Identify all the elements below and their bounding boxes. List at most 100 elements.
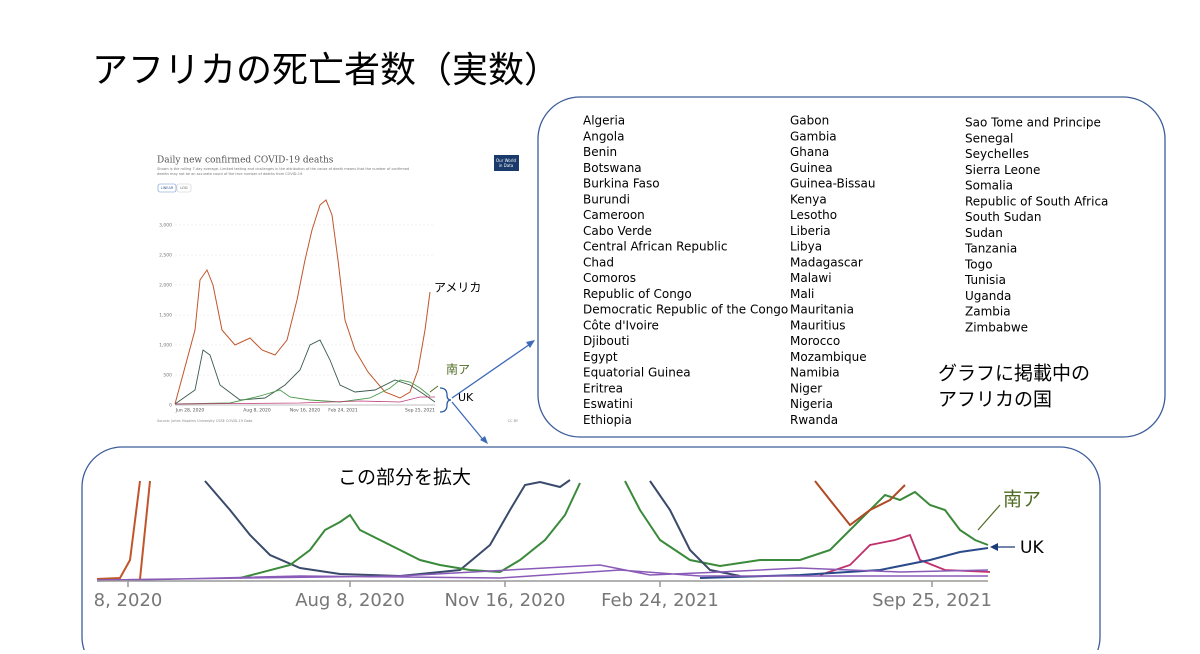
y-tick-label: 2,500	[159, 253, 172, 259]
country-name: Democratic Republic of the Congo	[583, 303, 788, 317]
chart-subtitle: deaths may not be an accurate count of t…	[157, 172, 303, 176]
country-name: Benin	[583, 145, 617, 159]
y-tick-label: 0	[169, 403, 172, 409]
zoom-box	[81, 446, 1101, 654]
country-name: Mauritania	[790, 303, 854, 317]
country-name: Cabo Verde	[583, 224, 652, 238]
x-tick-label: Sep 25, 2021	[405, 408, 435, 414]
country-name: Zimbabwe	[965, 320, 1028, 334]
x-tick-label: Jun 28, 2020	[175, 408, 205, 414]
country-name: Lesotho	[790, 208, 837, 222]
country-name: Madagascar	[790, 255, 863, 269]
x-tick-label: Feb 24, 2021	[601, 590, 719, 611]
x-tick-label: Aug 8, 2020	[295, 590, 405, 611]
country-name: Malawi	[790, 271, 832, 285]
country-name: Mali	[790, 287, 814, 301]
country-name: Togo	[964, 257, 993, 271]
country-name: Guinea-Bissau	[790, 177, 876, 191]
country-name: South Sudan	[965, 210, 1042, 224]
x-tick-label: Nov 16, 2020	[290, 408, 320, 414]
country-name: Tunisia	[964, 273, 1006, 287]
arrowhead	[990, 543, 998, 551]
country-name: Seychelles	[965, 147, 1029, 161]
country-name: Zambia	[965, 305, 1011, 319]
chart-source: Source: Johns Hopkins University CSSE CO…	[157, 419, 252, 423]
country-name: Comoros	[583, 271, 636, 285]
logo-text: Our World	[496, 158, 517, 163]
country-name: Eswatini	[583, 397, 633, 411]
line	[819, 533, 991, 576]
country-name: Morocco	[790, 334, 840, 348]
caption: グラフに掲載中の	[938, 363, 1090, 385]
button[interactable]	[157, 183, 177, 193]
caption: アフリカの国	[938, 389, 1052, 411]
country-name: Namibia	[790, 366, 840, 380]
x-tick-label: Nov 16, 2020	[444, 590, 565, 611]
country-name: Gabon	[790, 114, 829, 128]
country-name: Senegal	[965, 131, 1013, 145]
connector	[451, 341, 534, 443]
country-box	[537, 96, 1166, 438]
line	[174, 396, 435, 405]
country-name: Egypt	[583, 350, 618, 364]
annotation: アメリカ	[434, 281, 481, 295]
line	[239, 482, 581, 579]
line	[624, 480, 989, 568]
chart-title: Daily new confirmed COVID-19 deaths	[157, 156, 334, 166]
chart-frame	[150, 150, 525, 430]
country-name: Sudan	[965, 226, 1003, 240]
logo	[494, 155, 519, 171]
country-name: Guinea	[790, 161, 833, 175]
zoom-label: この部分を拡大	[338, 467, 471, 489]
country-name: Kenya	[790, 192, 827, 206]
line	[96, 480, 151, 580]
country-name: Libya	[790, 240, 822, 254]
y-tick-label: 1,500	[159, 313, 172, 319]
country-name: Burundi	[583, 192, 630, 206]
bracket	[439, 387, 452, 413]
x-tick-label: Sep 25, 2021	[872, 590, 992, 611]
country-name: Angola	[583, 129, 624, 143]
country-name: Central African Republic	[583, 240, 727, 254]
slide-title: アフリカの死亡者数（実数）	[92, 50, 560, 91]
country-name: Côte d'Ivoire	[583, 318, 659, 332]
country-name: Sao Tome and Principe	[965, 116, 1101, 130]
annotation: UK	[458, 391, 474, 404]
country-name: Liberia	[790, 224, 831, 238]
country-name: Gambia	[790, 129, 837, 143]
country-name: Republic of Congo	[583, 287, 692, 301]
country-name: Sierra Leone	[965, 163, 1040, 177]
y-tick-label: 1,000	[159, 343, 172, 349]
button[interactable]	[176, 183, 192, 193]
x-tick-label: Feb 24, 2021	[328, 408, 358, 414]
country-name: Ghana	[790, 145, 829, 159]
y-tick-label: 500	[163, 373, 172, 379]
line	[204, 479, 571, 578]
country-name: Botswana	[583, 161, 642, 175]
country-name: Republic of South Africa	[965, 194, 1108, 208]
annotation: 南ア	[1003, 489, 1041, 511]
y-tick-label: 2,000	[159, 283, 172, 289]
country-name: Nigeria	[790, 397, 833, 411]
country-name: Niger	[790, 381, 822, 395]
country-name: Uganda	[965, 289, 1011, 303]
line	[174, 199, 431, 405]
chart-license: CC BY	[508, 419, 519, 423]
mini-chart: Daily new confirmed COVID-19 deaths Show…	[150, 150, 525, 430]
line	[814, 480, 906, 527]
button-text: LOG	[180, 186, 188, 190]
country-name: Ethiopia	[583, 413, 632, 427]
line	[174, 339, 436, 405]
annotation: 南ア	[446, 362, 470, 377]
country-name: Mauritius	[790, 318, 845, 332]
country-name: Chad	[583, 255, 614, 269]
country-name: Djibouti	[583, 334, 630, 348]
annotation: UK	[1020, 538, 1044, 558]
pointer	[429, 385, 439, 393]
country-name: Rwanda	[790, 413, 838, 427]
country-name: Algeria	[583, 114, 625, 128]
zoom-lines	[96, 479, 991, 582]
x-tick-label: 8, 2020	[94, 590, 163, 611]
pointer	[977, 504, 1001, 531]
